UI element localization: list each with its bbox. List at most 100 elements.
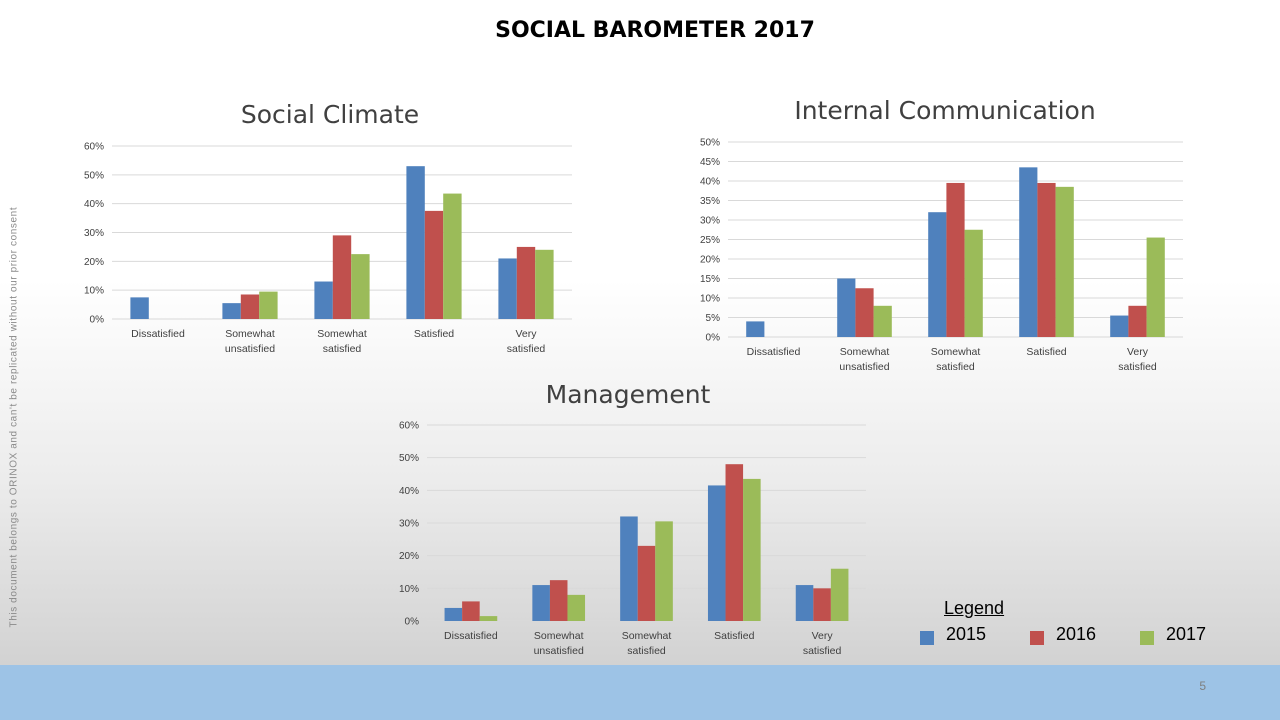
footer-bar [0, 665, 1280, 720]
y-tick-label: 20% [84, 257, 104, 268]
y-tick-label: 30% [84, 228, 104, 239]
category-label: Satisfied [414, 328, 454, 340]
bar-2016-satisfied [424, 210, 444, 319]
y-tick-label: 20% [700, 255, 720, 266]
y-tick-label: 40% [84, 199, 104, 210]
y-tick-label: 10% [700, 294, 720, 305]
bar-2016-very-satisfied [1128, 305, 1147, 337]
category-label: Somewhat satisfied [317, 328, 367, 355]
legend: Legend 2015 2016 2017 [916, 598, 1236, 658]
bar-2016-satisfied [1037, 182, 1056, 337]
bar-2016-somewhat-unsatisfied [855, 288, 874, 337]
bar-2015-very-satisfied [1110, 315, 1129, 337]
y-tick-label: 0% [706, 333, 721, 344]
bar-2015-satisfied [406, 166, 425, 319]
legend-item-2015: 2015 [920, 624, 986, 645]
bar-2017-satisfied [743, 478, 761, 621]
chart-title: Management [546, 380, 711, 409]
bar-2016-somewhat-satisfied [946, 182, 965, 337]
chart-title: Internal Communication [794, 96, 1095, 125]
bar-2017-somewhat-unsatisfied [259, 291, 278, 319]
category-label: Somewhat unsatisfied [839, 346, 889, 373]
legend-title: Legend [944, 598, 1005, 618]
bar-2017-very-satisfied [1146, 237, 1165, 337]
y-tick-label: 50% [700, 138, 720, 149]
bar-2015-dissatisfied [444, 607, 463, 621]
bar-2015-satisfied [707, 485, 726, 621]
bar-2015-satisfied [1019, 167, 1038, 337]
y-tick-label: 35% [700, 196, 720, 207]
bar-2016-somewhat-unsatisfied [240, 294, 260, 319]
category-label: Satisfied [714, 630, 754, 642]
y-tick-label: 40% [700, 177, 720, 188]
bar-2017-somewhat-satisfied [655, 521, 673, 621]
bar-2016-somewhat-satisfied [332, 235, 352, 319]
legend-swatch-2015 [920, 630, 934, 645]
bar-2017-dissatisfied [479, 616, 498, 621]
category-label: Somewhat unsatisfied [225, 328, 275, 355]
bar-2015-very-satisfied [795, 585, 814, 621]
y-tick-label: 30% [399, 519, 419, 530]
bar-2015-somewhat-unsatisfied [222, 303, 241, 319]
bar-2016-satisfied [725, 464, 744, 621]
category-label: Somewhat satisfied [931, 346, 981, 373]
category-label: Very satisfied [803, 630, 842, 657]
y-tick-label: 10% [399, 584, 419, 595]
y-tick-label: 50% [399, 453, 419, 464]
y-tick-label: 5% [706, 313, 721, 324]
bar-2017-satisfied [1055, 186, 1074, 337]
chart-title: Social Climate [241, 100, 419, 129]
bar-2015-somewhat-unsatisfied [532, 585, 550, 621]
y-tick-label: 0% [90, 315, 105, 326]
bar-2017-very-satisfied [830, 568, 849, 621]
bar-2016-very-satisfied [516, 246, 536, 319]
legend-swatch-2017 [1140, 630, 1154, 645]
category-label: Somewhat satisfied [622, 630, 672, 657]
category-label: Dissatisfied [444, 630, 498, 642]
y-tick-label: 45% [700, 157, 720, 168]
category-label: Somewhat unsatisfied [534, 630, 584, 657]
legend-swatch-2016 [1030, 630, 1044, 645]
bar-2015-somewhat-satisfied [620, 516, 638, 621]
category-label: Very satisfied [507, 328, 546, 355]
bar-2016-very-satisfied [813, 588, 831, 621]
y-tick-label: 0% [405, 617, 420, 628]
bar-2017-very-satisfied [535, 249, 554, 319]
bar-2015-somewhat-satisfied [314, 281, 333, 319]
bar-2017-somewhat-unsatisfied [567, 594, 586, 621]
legend-label-2016: 2016 [1056, 624, 1097, 644]
category-label: Dissatisfied [131, 328, 185, 340]
y-tick-label: 60% [84, 142, 104, 153]
bar-2015-dissatisfied [746, 321, 765, 337]
bar-2017-somewhat-unsatisfied [873, 305, 892, 337]
category-label: Dissatisfied [747, 346, 801, 358]
y-tick-label: 30% [700, 216, 720, 227]
legend-label-2015: 2015 [946, 624, 987, 644]
legend-item-2017: 2017 [1140, 624, 1206, 645]
y-tick-label: 50% [84, 170, 104, 181]
bar-2016-somewhat-unsatisfied [549, 580, 568, 621]
bar-2015-somewhat-satisfied [928, 212, 947, 337]
legend-item-2016: 2016 [1030, 624, 1096, 645]
category-label: Satisfied [1026, 346, 1066, 358]
y-tick-label: 15% [700, 274, 720, 285]
y-tick-label: 40% [399, 486, 419, 497]
legend-label-2017: 2017 [1166, 624, 1207, 644]
bar-2017-satisfied [443, 193, 462, 319]
y-tick-label: 10% [84, 286, 104, 297]
page-number: 5 [1199, 679, 1206, 693]
bar-2015-very-satisfied [498, 258, 517, 319]
y-tick-label: 20% [399, 551, 419, 562]
bar-2017-somewhat-satisfied [351, 254, 370, 319]
bar-2015-dissatisfied [130, 297, 149, 319]
bar-2015-somewhat-unsatisfied [837, 278, 856, 337]
y-tick-label: 60% [399, 421, 419, 432]
bar-2017-somewhat-satisfied [964, 229, 983, 337]
slide-title: SOCIAL BAROMETER 2017 [495, 18, 815, 43]
bar-2016-dissatisfied [462, 601, 480, 621]
y-tick-label: 25% [700, 235, 720, 246]
category-label: Very satisfied [1118, 346, 1157, 373]
